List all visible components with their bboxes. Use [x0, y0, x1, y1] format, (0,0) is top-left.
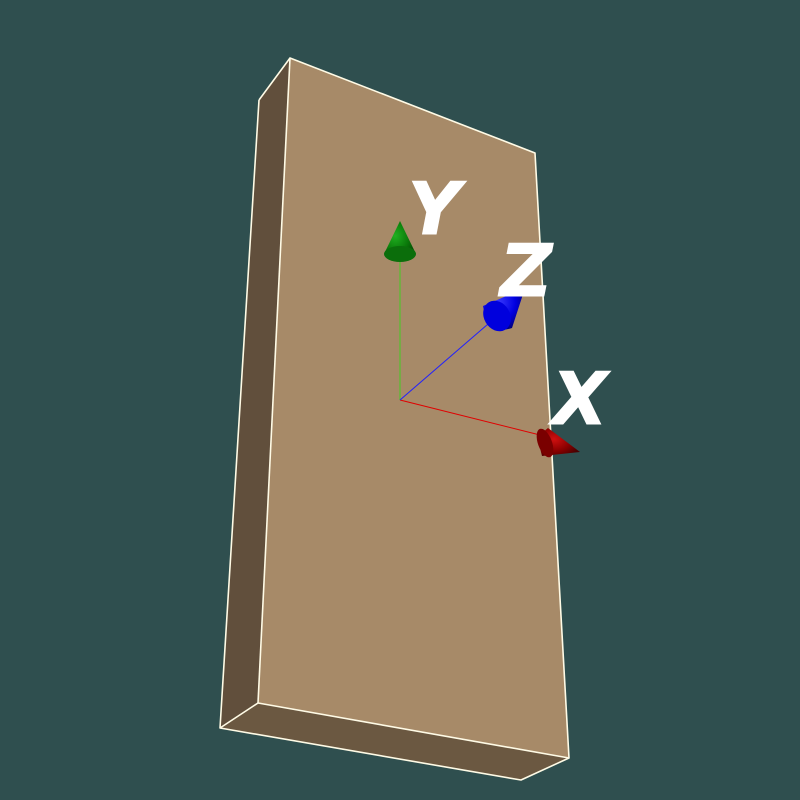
x-axis-line: [399, 399, 561, 441]
box-left-face: [220, 58, 290, 728]
box-edges: [219, 57, 570, 781]
box-bottom-face: [220, 703, 569, 780]
z-axis-arrow-icon: [483, 288, 525, 332]
axis-triad: X Y Z: [384, 167, 612, 458]
x-axis-label: X: [548, 357, 611, 441]
y-axis-arrow-icon: [384, 221, 416, 262]
x-axis-arrow-icon: [536, 428, 580, 458]
box-object[interactable]: [219, 57, 570, 781]
z-axis-line: [399, 317, 496, 401]
z-axis-label: Z: [498, 229, 554, 313]
y-axis-label: Y: [408, 167, 467, 251]
box-front-face: [258, 58, 569, 758]
